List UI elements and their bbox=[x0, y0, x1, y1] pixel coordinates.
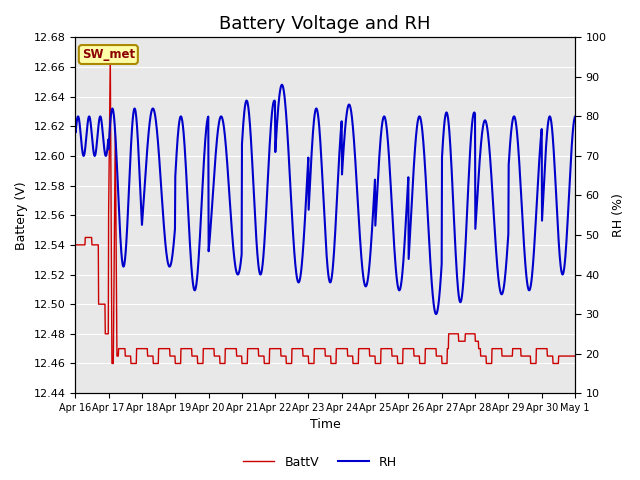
Line: RH: RH bbox=[76, 85, 575, 314]
RH bbox=[278, 82, 286, 88]
RH bbox=[284, 134, 291, 140]
BattV bbox=[108, 360, 116, 366]
BattV bbox=[284, 360, 292, 366]
Y-axis label: Battery (V): Battery (V) bbox=[15, 181, 28, 250]
BattV bbox=[72, 242, 79, 248]
BattV bbox=[303, 353, 311, 359]
X-axis label: Time: Time bbox=[310, 419, 340, 432]
RH bbox=[356, 235, 364, 241]
BattV bbox=[131, 360, 139, 366]
BattV bbox=[356, 346, 364, 351]
RH bbox=[110, 113, 118, 119]
RH bbox=[294, 279, 302, 285]
Legend: BattV, RH: BattV, RH bbox=[238, 451, 402, 474]
RH bbox=[303, 179, 311, 185]
BattV bbox=[294, 346, 302, 351]
Title: Battery Voltage and RH: Battery Voltage and RH bbox=[220, 15, 431, 33]
BattV bbox=[111, 203, 118, 209]
RH bbox=[571, 114, 579, 120]
Y-axis label: RH (%): RH (%) bbox=[612, 193, 625, 237]
RH bbox=[131, 106, 138, 112]
Line: BattV: BattV bbox=[76, 57, 575, 363]
RH bbox=[432, 311, 440, 317]
BattV bbox=[106, 54, 114, 60]
RH bbox=[72, 121, 79, 127]
BattV bbox=[571, 353, 579, 359]
Text: SW_met: SW_met bbox=[82, 48, 135, 61]
